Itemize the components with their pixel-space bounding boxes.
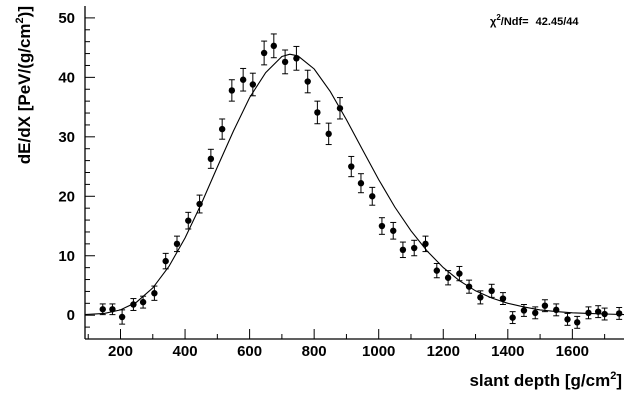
- y-tick-label: 20: [58, 188, 75, 205]
- data-point: [390, 227, 397, 234]
- x-axis-title-close: ]: [616, 371, 622, 390]
- data-point: [304, 78, 311, 85]
- data-point: [378, 222, 386, 230]
- x-axis-title-main: slant depth [g/cm: [469, 371, 610, 390]
- data-point: [139, 298, 147, 306]
- data-point: [585, 309, 592, 317]
- x-tick-label: 1600: [556, 343, 589, 360]
- data-point: [228, 87, 236, 94]
- ndf-label: /Ndf=: [501, 16, 529, 28]
- data-point: [281, 58, 289, 66]
- data-point: [130, 301, 137, 308]
- data-point: [532, 309, 539, 317]
- data-point: [509, 314, 516, 321]
- x-axis-title-sup: 2: [610, 370, 616, 382]
- fit-curve: [84, 53, 625, 316]
- x-tick-label: 200: [108, 343, 133, 360]
- data-point: [207, 155, 215, 163]
- data-point: [369, 193, 376, 200]
- data-point: [488, 287, 495, 295]
- y-tick-label: 0: [67, 307, 75, 324]
- data-point: [270, 42, 278, 50]
- y-tick-label: 50: [58, 10, 75, 27]
- data-point: [357, 180, 365, 187]
- data-point: [477, 294, 484, 301]
- data-point: [348, 163, 355, 170]
- data-point: [99, 306, 106, 313]
- axis-ticks: 200 400 600 800 1000 1200 1400 1600 0 10 20 30 40 50: [58, 10, 606, 360]
- y-axis-title-main: dE/dX [PeV/(g/cm: [15, 23, 34, 164]
- data-point: [433, 267, 441, 274]
- data-point: [109, 306, 116, 313]
- data-point: [185, 217, 192, 224]
- x-tick-label: 1000: [362, 343, 395, 360]
- data-point: [601, 310, 608, 318]
- x-tick-label: 800: [302, 343, 327, 360]
- data-point: [594, 308, 602, 315]
- x-tick-label: 400: [173, 343, 198, 360]
- chi2-ndf-value: 42.45/44: [536, 16, 580, 28]
- data-point: [399, 246, 407, 254]
- data-point: [196, 200, 203, 208]
- x-tick-label: 600: [237, 343, 262, 360]
- data-point: [249, 81, 257, 88]
- data-point: [293, 55, 300, 62]
- y-axis-title-sup: 2: [14, 17, 26, 23]
- data-point: [444, 274, 452, 281]
- x-tick-label: 1400: [491, 343, 524, 360]
- data-point: [422, 240, 429, 248]
- data-point: [465, 283, 473, 290]
- data-point: [553, 306, 560, 314]
- y-axis-title: dE/dX [PeV/(g/cm2)]: [14, 6, 34, 164]
- x-tick-label: 1200: [427, 343, 460, 360]
- data-point: [520, 307, 528, 314]
- y-tick-label: 40: [58, 69, 75, 86]
- x-axis-title: slant depth [g/cm2]: [469, 370, 622, 390]
- data-point: [162, 257, 169, 265]
- y-tick-label: 30: [58, 129, 75, 146]
- y-axis-title-close: )]: [15, 6, 34, 17]
- data-point: [541, 302, 549, 309]
- data-point: [456, 270, 463, 277]
- data-point: [173, 240, 181, 248]
- data-points-layer: [99, 33, 623, 329]
- chi2-ndf-label: χ2/Ndf= 42.45/44: [490, 13, 579, 28]
- chi-symbol: χ: [490, 16, 497, 28]
- chi-superscript: 2: [496, 13, 501, 22]
- data-point: [336, 105, 344, 112]
- data-point: [411, 244, 418, 252]
- data-point: [564, 316, 571, 323]
- y-tick-label: 10: [58, 248, 75, 265]
- data-point: [574, 319, 581, 326]
- data-point: [151, 290, 158, 297]
- data-point: [314, 109, 321, 116]
- data-point: [499, 295, 507, 302]
- data-point: [218, 125, 226, 133]
- data-point: [239, 76, 247, 83]
- fit-curve-layer: [84, 53, 625, 316]
- data-point: [118, 313, 126, 321]
- data-point: [615, 310, 623, 317]
- data-point: [260, 49, 268, 57]
- data-point: [325, 130, 332, 138]
